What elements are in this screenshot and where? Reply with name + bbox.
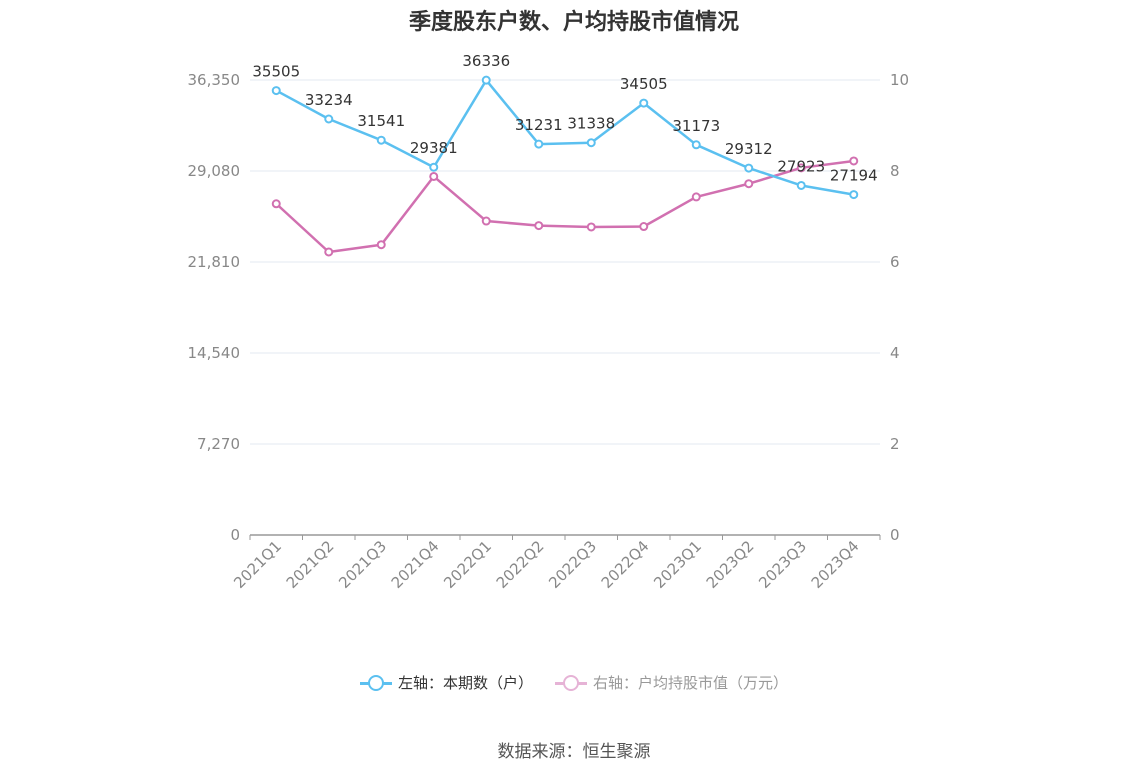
left-axis-tick-label: 14,540 [188, 344, 241, 362]
data-label: 31231 [515, 116, 563, 134]
right-axis-tick-label: 8 [890, 162, 900, 180]
data-point-right [324, 247, 334, 257]
left-axis-tick-label: 0 [230, 526, 240, 544]
x-axis-tick-label: 2023Q1 [650, 537, 705, 592]
x-axis-tick-label: 2023Q2 [703, 537, 758, 592]
x-axis-tick-label: 2021Q3 [335, 537, 390, 592]
data-point-left [639, 98, 649, 108]
data-source: 数据来源：恒生聚源 [497, 742, 651, 762]
x-axis-tick-label: 2022Q1 [440, 537, 495, 592]
data-point-right [481, 216, 491, 226]
data-point-left [849, 190, 859, 200]
data-point-right [849, 156, 859, 166]
x-axis-tick-label: 2021Q2 [283, 537, 338, 592]
series-line-right [275, 159, 854, 254]
data-point-right [691, 192, 701, 202]
x-axis-tick-label: 2022Q4 [598, 537, 653, 592]
data-label: 35505 [252, 63, 300, 81]
data-point-left [271, 86, 281, 96]
x-axis-tick-label: 2022Q2 [493, 537, 548, 592]
data-label: 31338 [567, 115, 615, 133]
left-axis-tick-label: 36,350 [188, 71, 241, 89]
legend: 左轴：本期数（户） 右轴：户均持股市值（万元） [0, 672, 1148, 693]
series-line-left [275, 78, 854, 196]
data-point-left [534, 139, 544, 149]
data-point-right [429, 171, 439, 181]
data-point-left [691, 140, 701, 150]
data-label: 27194 [830, 167, 878, 185]
data-label: 34505 [620, 75, 668, 93]
data-point-left [744, 163, 754, 173]
data-point-right [796, 163, 806, 173]
data-label: 31541 [357, 112, 405, 130]
legend-left-label: 左轴：本期数（户） [397, 674, 533, 692]
legend-item-right[interactable]: 右轴：户均持股市值（万元） [555, 672, 788, 693]
data-point-left [586, 138, 596, 148]
right-axis-tick-label: 10 [890, 71, 909, 89]
data-point-left [324, 114, 334, 124]
x-axis-tick-label: 2023Q3 [755, 537, 810, 592]
data-label: 29312 [725, 140, 773, 158]
data-point-left [796, 180, 806, 190]
left-axis-tick-label: 21,810 [188, 253, 241, 271]
data-point-right [534, 221, 544, 231]
right-axis-tick-label: 4 [890, 344, 900, 362]
data-point-left [376, 135, 386, 145]
data-point-right [639, 222, 649, 232]
data-point-left [481, 75, 491, 85]
data-point-right [271, 199, 281, 209]
data-point-right [586, 222, 596, 232]
legend-right-marker [555, 674, 587, 691]
data-label: 31173 [672, 117, 720, 135]
data-label: 33234 [305, 91, 353, 109]
right-axis-tick-label: 0 [890, 526, 900, 544]
legend-item-left[interactable]: 左轴：本期数（户） [359, 672, 533, 693]
left-axis-tick-label: 29,080 [188, 162, 241, 180]
data-point-right [376, 240, 386, 250]
left-axis-tick-label: 7,270 [197, 435, 240, 453]
line-chart: 0 0 7,270 2 14,540 4 21,810 6 29,080 8 36,350 10 202… [188, 52, 910, 592]
chart-title: 季度股东户数、户均持股市值情况 [408, 10, 739, 35]
data-point-right [744, 179, 754, 189]
x-axis-tick-label: 2023Q4 [808, 537, 863, 592]
right-axis-tick-label: 6 [890, 253, 900, 271]
data-label: 27923 [777, 157, 825, 175]
data-point-left [429, 162, 439, 172]
x-axis-tick-label: 2021Q1 [230, 537, 285, 592]
right-axis-tick-label: 2 [890, 435, 900, 453]
legend-left-marker [359, 674, 392, 691]
data-label: 29381 [410, 139, 458, 157]
x-axis-tick-label: 2021Q4 [388, 537, 443, 592]
legend-right-label: 右轴：户均持股市值（万元） [593, 674, 789, 692]
x-axis-tick-label: 2022Q3 [545, 537, 600, 592]
data-label: 36336 [462, 52, 510, 70]
